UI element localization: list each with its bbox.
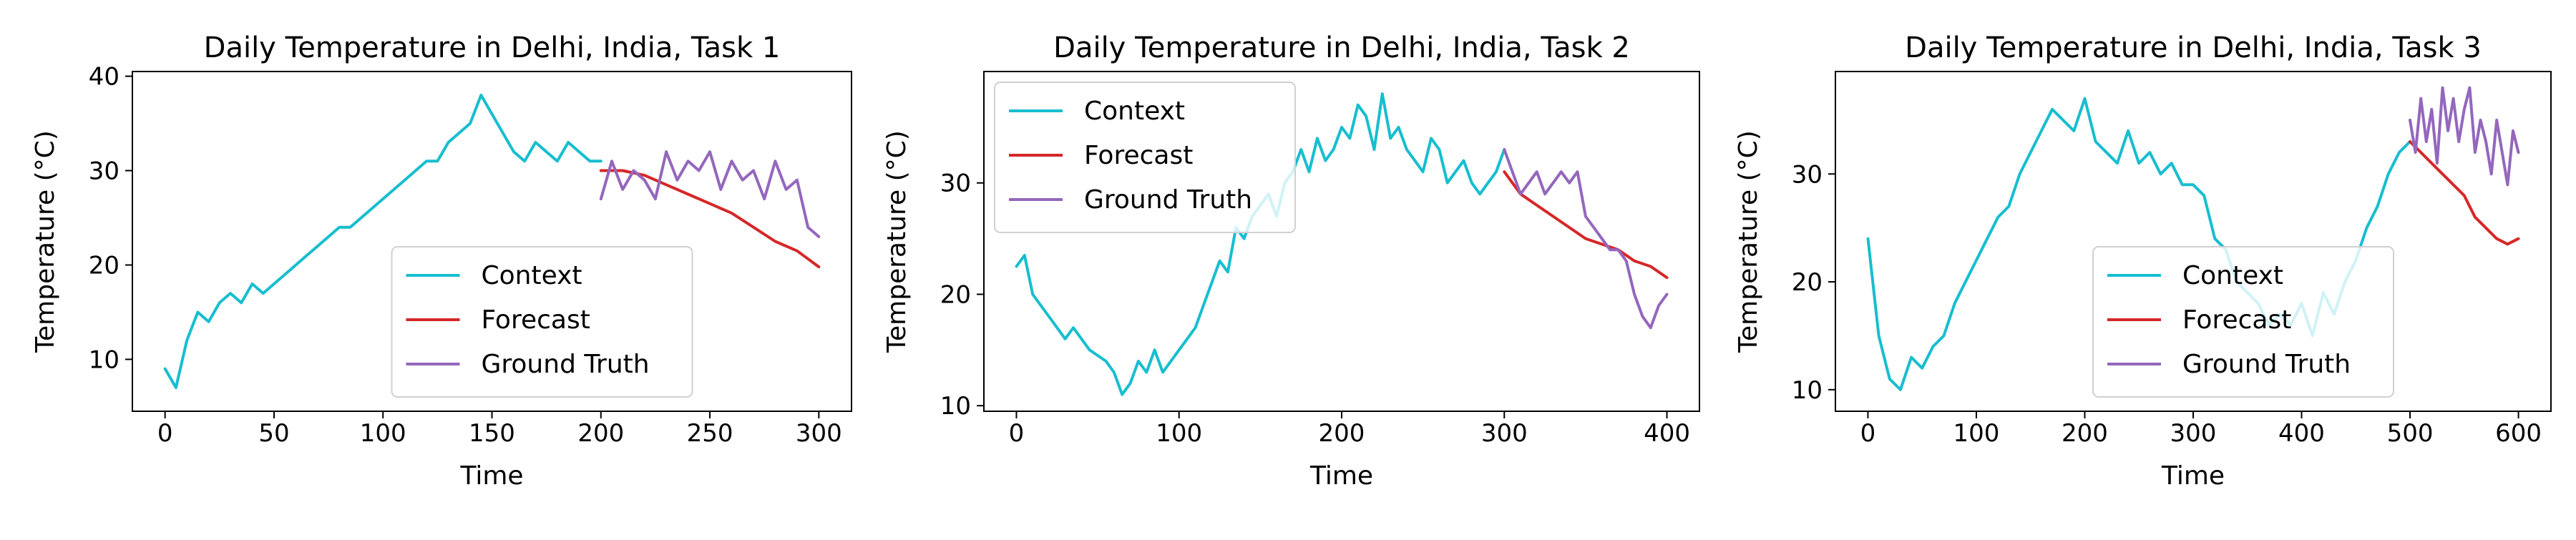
- chart-panel-1: Daily Temperature in Delhi, India, Task …: [31, 31, 852, 491]
- y-tick-label: 30: [89, 157, 119, 186]
- y-tick-label: 20: [1792, 268, 1823, 297]
- y-tick-label: 20: [940, 280, 971, 309]
- legend: Context Forecast Ground Truth: [994, 82, 1296, 233]
- x-axis-label: Time: [2161, 461, 2225, 491]
- x-tick-label: 400: [2278, 419, 2325, 448]
- x-tick-label: 500: [2387, 419, 2434, 448]
- chart-panel-3: Daily Temperature in Delhi, India, Task …: [1734, 31, 2552, 491]
- x-tick-label: 300: [2170, 419, 2217, 448]
- x-axis-label: Time: [459, 461, 523, 491]
- chart-title: Daily Temperature in Delhi, India, Task …: [1905, 31, 2482, 64]
- x-tick-label: 100: [1156, 419, 1202, 448]
- x-tick-label: 200: [577, 419, 624, 448]
- x-axis-label: Time: [1309, 461, 1373, 491]
- y-tick-label: 40: [89, 63, 119, 92]
- legend: Context Forecast Ground Truth: [2092, 246, 2394, 398]
- legend-box: [391, 246, 693, 398]
- legend-label: Ground Truth: [2182, 350, 2351, 379]
- legend: Context Forecast Ground Truth: [391, 246, 693, 398]
- series-group: [163, 94, 821, 389]
- x-tick-label: 250: [687, 419, 733, 448]
- x-tick-label: 0: [1860, 419, 1876, 448]
- x-tick-label: 100: [360, 419, 406, 448]
- legend-box: [994, 82, 1296, 233]
- series-line-forecast: [2409, 140, 2520, 246]
- legend-label: Forecast: [1084, 141, 1193, 170]
- y-tick-label: 20: [89, 251, 119, 280]
- chart-title: Daily Temperature in Delhi, India, Task …: [1053, 31, 1630, 64]
- legend-label: Ground Truth: [482, 350, 650, 379]
- x-tick-label: 600: [2495, 419, 2542, 448]
- x-tick-label: 200: [2062, 419, 2108, 448]
- x-tick-label: 0: [1009, 419, 1025, 448]
- series-line-forecast: [1503, 170, 1669, 280]
- y-axis-label: Temperature (°C): [882, 130, 912, 353]
- series-line-ground-truth: [599, 150, 821, 238]
- x-tick-label: 50: [258, 419, 289, 448]
- legend-label: Forecast: [482, 305, 590, 335]
- legend-label: Context: [2182, 261, 2283, 290]
- legend-label: Context: [1084, 97, 1185, 126]
- x-tick-label: 300: [1481, 419, 1528, 448]
- legend-label: Ground Truth: [1084, 185, 1252, 215]
- x-tick-label: 200: [1319, 419, 1365, 448]
- y-tick-label: 10: [89, 345, 119, 374]
- y-tick-label: 30: [1792, 160, 1823, 189]
- x-tick-label: 0: [157, 419, 173, 448]
- x-tick-label: 300: [796, 419, 842, 448]
- y-axis-label: Temperature (°C): [1734, 130, 1763, 353]
- y-tick-label: 30: [940, 170, 971, 198]
- legend-label: Forecast: [2182, 305, 2291, 335]
- chart-title: Daily Temperature in Delhi, India, Task …: [204, 31, 781, 64]
- series-line-ground-truth: [2409, 86, 2520, 187]
- series-line-context: [163, 94, 602, 389]
- legend-box: [2092, 246, 2394, 398]
- series-line-ground-truth: [1503, 148, 1669, 330]
- x-tick-label: 150: [469, 419, 515, 448]
- y-axis-label: Temperature (°C): [31, 130, 60, 353]
- x-tick-label: 100: [1953, 419, 2000, 448]
- legend-label: Context: [482, 261, 582, 290]
- y-tick-label: 10: [1792, 376, 1823, 405]
- y-tick-label: 10: [940, 392, 971, 421]
- chart-panel-2: Daily Temperature in Delhi, India, Task …: [882, 31, 1700, 491]
- x-tick-label: 400: [1644, 419, 1690, 448]
